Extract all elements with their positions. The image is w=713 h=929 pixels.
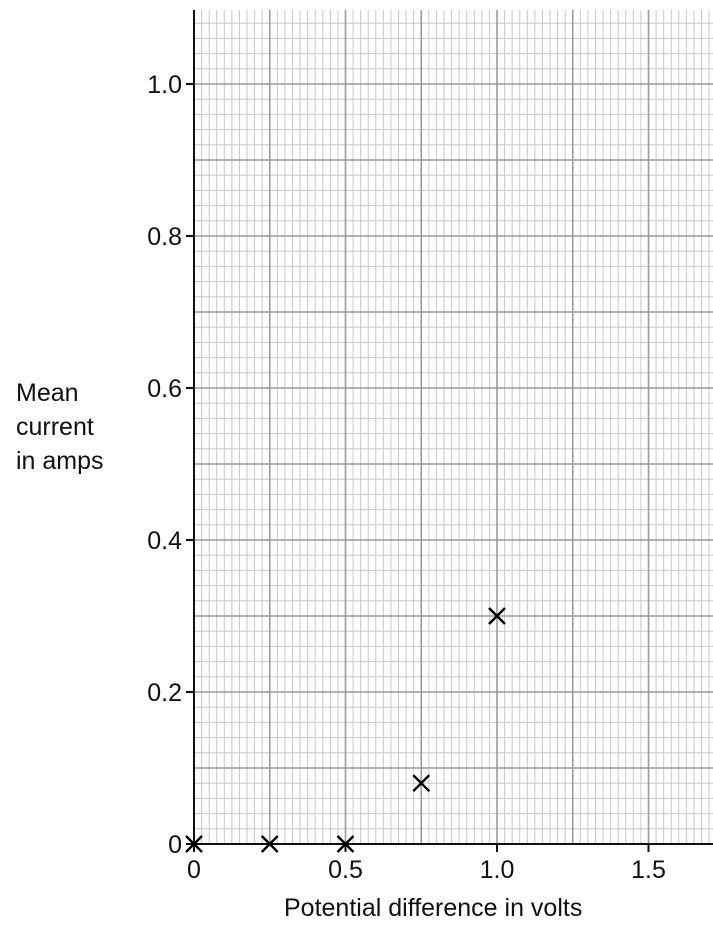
y-tick-label: 0.4 (147, 527, 182, 555)
y-axis-label-line-1: Mean (16, 379, 79, 407)
data-point-stroke (412, 774, 431, 793)
y-tick-label: 0.8 (147, 223, 182, 251)
x-tick-label: 1.5 (631, 856, 666, 884)
data-point-cross (412, 774, 431, 793)
x-axis-label: Potential difference in volts (284, 894, 583, 922)
y-tick-label: 0.2 (147, 679, 182, 707)
y-tick-label: 0 (168, 831, 182, 859)
y-axis-label: Mean current in amps (16, 376, 104, 478)
y-tick-label: 0.6 (147, 375, 182, 403)
data-point-cross (260, 835, 279, 853)
x-tick-label: 0.5 (328, 856, 363, 884)
data-point-stroke (336, 835, 355, 853)
data-point-cross (336, 835, 355, 853)
x-tick-label: 1.0 (480, 856, 515, 884)
x-tick-label: 0 (187, 856, 201, 884)
y-axis-label-line-3: in amps (16, 447, 104, 475)
data-point-stroke (185, 835, 203, 853)
data-point-stroke (488, 607, 506, 625)
data-point-cross (185, 835, 203, 853)
data-point-stroke (260, 835, 279, 853)
data-point-cross (488, 607, 506, 625)
y-axis-label-line-2: current (16, 413, 94, 441)
y-tick-label: 1.0 (147, 71, 182, 99)
